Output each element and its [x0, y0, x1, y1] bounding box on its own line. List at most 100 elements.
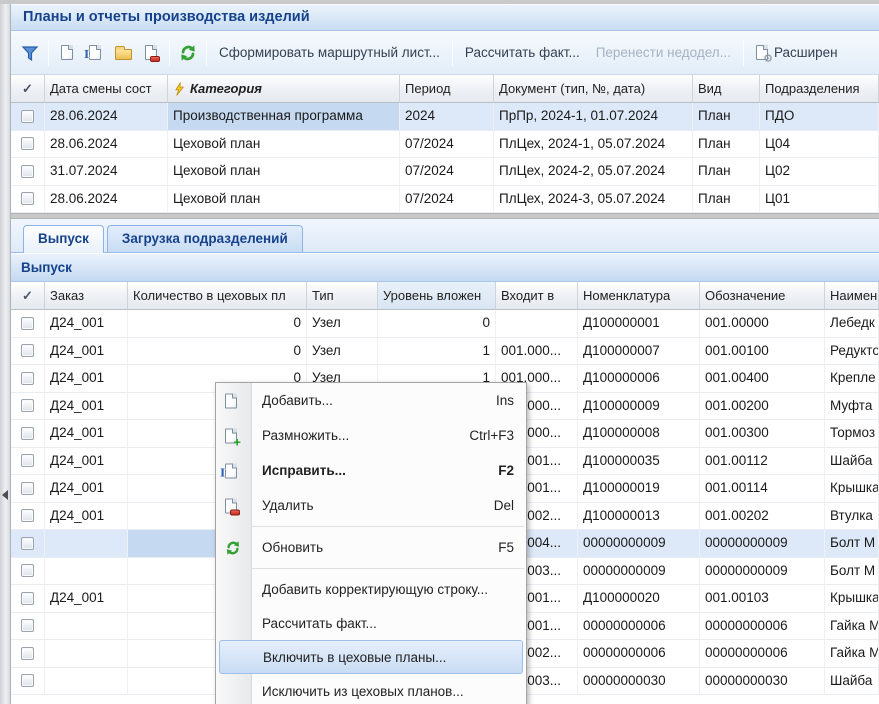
cell-name: Гайка М [825, 640, 879, 668]
refresh-button[interactable] [174, 39, 202, 67]
select-all-header[interactable]: ✓ [11, 75, 45, 103]
row-checkbox[interactable] [21, 399, 34, 413]
menu-item-exclude-from-shop-plans[interactable]: Исключить из цеховых планов... [216, 674, 526, 704]
cell-name: Шайба [825, 447, 879, 475]
menu-item-shortcut: Ins [495, 393, 514, 408]
column-header-name[interactable]: Наимен [825, 282, 879, 310]
menu-item-add[interactable]: Добавить... Ins [216, 383, 526, 418]
menu-item-include-in-shop-plans[interactable]: Включить в цеховые планы... [219, 640, 523, 674]
menu-item-label: Добавить корректирующую строку... [262, 581, 489, 597]
row-checkbox[interactable] [21, 316, 34, 330]
cell-designation: 001.00200 [700, 392, 825, 420]
table-row[interactable]: 28.06.2024 Цеховой план 07/2024 ПлЦех, 2… [11, 185, 879, 213]
row-checkbox[interactable] [21, 591, 34, 605]
cell-order [45, 612, 128, 640]
table-row[interactable]: 28.06.2024 Производственная программа 20… [11, 103, 879, 131]
row-checkbox[interactable] [21, 426, 34, 440]
advanced-button[interactable]: Расширен [748, 41, 846, 65]
horizontal-splitter[interactable] [11, 213, 879, 219]
add-document-icon [61, 45, 73, 60]
section-header: Выпуск [11, 253, 879, 282]
row-checkbox[interactable] [21, 674, 34, 688]
menu-item-refresh[interactable]: Обновить F5 [216, 530, 526, 565]
cell-department: Ц04 [760, 130, 879, 158]
menu-item-delete[interactable]: Удалить Del [216, 488, 526, 523]
column-header-category[interactable]: Категория [168, 75, 400, 103]
cell-nomenclature: Д100000007 [578, 337, 700, 365]
row-checkbox[interactable] [21, 564, 34, 578]
duplicate-document-icon [225, 428, 241, 449]
tab-vypusk[interactable]: Выпуск [23, 225, 104, 253]
column-header-departments[interactable]: Подразделения [760, 75, 879, 103]
cell-designation: 001.00400 [700, 365, 825, 393]
column-header-kind[interactable]: Вид [693, 75, 760, 103]
cell-quantity: 0 [128, 337, 307, 365]
cell-name: Крышка [825, 475, 879, 503]
table-row[interactable]: 28.06.2024 Цеховой план 07/2024 ПлЦех, 2… [11, 130, 879, 158]
cell-document: ПлЦех, 2024-3, 05.07.2024 [494, 185, 693, 213]
row-checkbox[interactable] [21, 192, 34, 206]
row-checkbox[interactable] [21, 646, 34, 660]
calculate-fact-button[interactable]: Рассчитать факт... [457, 41, 588, 64]
table-row[interactable]: 001.003... 00000000009 00000000009 Болт … [11, 557, 879, 585]
menu-item-label: Добавить... [262, 393, 333, 408]
row-checkbox[interactable] [21, 137, 34, 151]
select-all-header[interactable]: ✓ [11, 282, 45, 310]
cell-order: Д24_001 [45, 337, 128, 365]
column-header-nomenclature[interactable]: Номенклатура [578, 282, 700, 310]
refresh-icon [225, 540, 241, 556]
column-header-quantity[interactable]: Количество в цеховых пл [128, 282, 307, 310]
table-row[interactable]: Д24_001 0 Узел 0 Д100000001 001.00000 Ле… [11, 310, 879, 338]
column-header-type[interactable]: Тип [307, 282, 378, 310]
menu-item-label: Включить в цеховые планы... [263, 649, 447, 665]
row-checkbox[interactable] [21, 344, 34, 358]
column-header-order[interactable]: Заказ [45, 282, 128, 310]
table-row[interactable]: 31.07.2024 Цеховой план 07/2024 ПлЦех, 2… [11, 158, 879, 186]
delete-document-button[interactable] [137, 39, 165, 67]
row-checkbox[interactable] [21, 164, 34, 178]
row-checkbox[interactable] [21, 371, 34, 385]
edit-document-button[interactable] [81, 39, 109, 67]
row-checkbox-cell [11, 612, 45, 640]
delete-document-icon [145, 45, 160, 62]
column-header-date[interactable]: Дата смены сост [45, 75, 168, 103]
row-checkbox[interactable] [21, 509, 34, 523]
toolbar: Сформировать маршрутный лист... Рассчита… [11, 31, 879, 75]
row-checkbox[interactable] [21, 481, 34, 495]
row-checkbox[interactable] [21, 109, 34, 123]
menu-item-add-correction-row[interactable]: Добавить корректирующую строку... [216, 572, 526, 606]
column-header-level[interactable]: Уровень вложен [378, 282, 496, 310]
cell-designation: 001.00000 [700, 310, 825, 338]
filter-button[interactable] [16, 39, 44, 67]
menu-item-duplicate[interactable]: Размножить... Ctrl+F3 [216, 418, 526, 453]
collapse-left-icon[interactable] [2, 490, 8, 500]
column-header-document[interactable]: Документ (тип, №, дата) [494, 75, 693, 103]
plans-grid-header: ✓ Дата смены сост Категория Период Докум… [11, 75, 879, 103]
tab-strip: Выпуск Загрузка подразделений [11, 219, 879, 253]
format-route-list-button[interactable]: Сформировать маршрутный лист... [211, 41, 448, 64]
table-row[interactable]: Д24_001 001.002... Д100000013 001.00202 … [11, 502, 879, 530]
vertical-splitter[interactable] [0, 4, 11, 704]
row-checkbox[interactable] [21, 619, 34, 633]
column-header-designation[interactable]: Обозначение [700, 282, 825, 310]
tab-zagruzka-podrazdeleniy[interactable]: Загрузка подразделений [106, 225, 303, 252]
open-folder-button[interactable] [109, 39, 137, 67]
row-checkbox-cell [11, 337, 45, 365]
row-checkbox[interactable] [21, 536, 34, 550]
menu-item-edit[interactable]: Исправить... F2 [216, 453, 526, 488]
cell-designation: 001.00300 [700, 420, 825, 448]
cell-name: Крепле [825, 365, 879, 393]
column-header-parent[interactable]: Входит в [496, 282, 578, 310]
menu-item-shortcut: Ctrl+F3 [469, 428, 514, 443]
add-document-icon [225, 393, 237, 408]
row-checkbox[interactable] [21, 454, 34, 468]
add-document-button[interactable] [53, 39, 81, 67]
menu-item-calculate-fact[interactable]: Рассчитать факт... [216, 606, 526, 640]
cell-nomenclature: Д100000019 [578, 475, 700, 503]
cell-department: Ц02 [760, 158, 879, 186]
column-header-period[interactable]: Период [400, 75, 494, 103]
table-row[interactable]: Д24_001 0 Узел 1 001.000... Д100000007 0… [11, 337, 879, 365]
row-checkbox-cell [11, 530, 45, 558]
cell-nomenclature: Д100000001 [578, 310, 700, 338]
panel-title: Планы и отчеты производства изделий [11, 4, 879, 31]
